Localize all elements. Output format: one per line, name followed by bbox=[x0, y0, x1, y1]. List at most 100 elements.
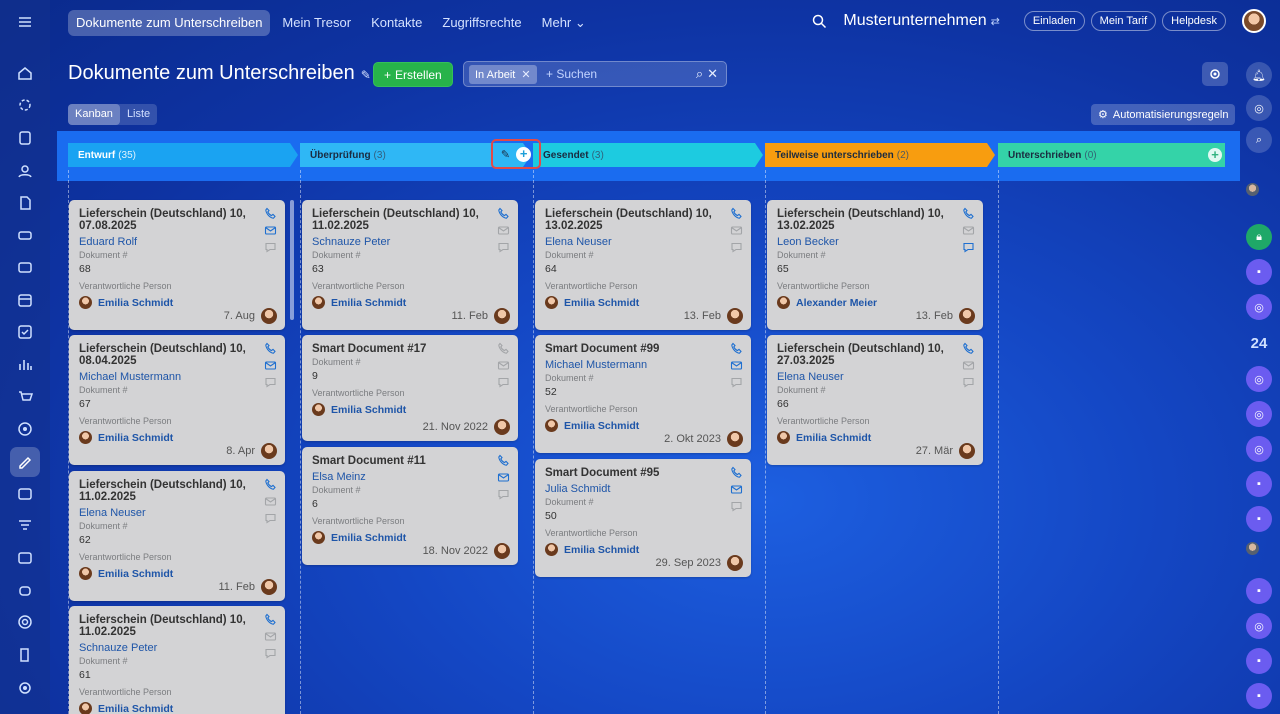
chat-icon[interactable] bbox=[263, 376, 277, 389]
mail-icon[interactable] bbox=[496, 471, 510, 484]
kanban-card[interactable]: Lieferschein (Deutschland) 10, 13.02.202… bbox=[535, 200, 751, 330]
mail-icon[interactable] bbox=[729, 359, 743, 372]
mail-icon[interactable] bbox=[496, 359, 510, 372]
chat-icon[interactable] bbox=[729, 241, 743, 254]
chat-avatar-icon[interactable]: ▪ bbox=[1246, 259, 1272, 285]
card-client[interactable]: Schnauze Peter bbox=[79, 642, 158, 654]
responsible-person[interactable]: Emilia Schmidt bbox=[796, 431, 872, 444]
kanban-card[interactable]: Smart Document #17 Dokument # 9 Verantwortl… bbox=[302, 335, 518, 441]
chat-icon[interactable] bbox=[496, 241, 510, 254]
mail-icon[interactable] bbox=[263, 359, 277, 372]
analytics-icon[interactable] bbox=[13, 352, 37, 376]
search-input[interactable]: + Suchen bbox=[546, 67, 598, 81]
chat-avatar-icon[interactable]: ▪ bbox=[1246, 506, 1272, 532]
phone-icon[interactable] bbox=[263, 613, 277, 626]
responsible-person[interactable]: Emilia Schmidt bbox=[331, 296, 407, 309]
card-title[interactable]: Smart Document #17 bbox=[312, 343, 427, 355]
card-client[interactable]: Leon Becker bbox=[777, 236, 839, 248]
shop-icon[interactable] bbox=[13, 385, 37, 409]
mail-icon[interactable] bbox=[263, 495, 277, 508]
pin-icon[interactable]: ✎ bbox=[360, 68, 371, 82]
phone-icon[interactable] bbox=[729, 466, 743, 479]
card-title[interactable]: Lieferschein (Deutschland) 10, 07.08.202… bbox=[79, 208, 246, 232]
kanban-card[interactable]: Lieferschein (Deutschland) 10, 13.02.202… bbox=[767, 200, 983, 330]
search-chat-icon[interactable]: ⌕ bbox=[1246, 127, 1272, 153]
helpdesk-button[interactable]: Helpdesk bbox=[1162, 11, 1226, 31]
card-client[interactable]: Elena Neuser bbox=[777, 371, 844, 383]
card-title[interactable]: Lieferschein (Deutschland) 10, 11.02.202… bbox=[79, 614, 246, 638]
home-icon[interactable] bbox=[13, 61, 37, 85]
column-header-sent[interactable]: Gesendet (3) bbox=[543, 149, 604, 161]
store-icon[interactable] bbox=[13, 481, 37, 505]
column-scrollbar[interactable] bbox=[290, 200, 294, 320]
card-title[interactable]: Lieferschein (Deutschland) 10, 27.03.202… bbox=[777, 343, 944, 367]
nav-item-access[interactable]: Zugriffsrechte bbox=[442, 15, 522, 30]
search-icon[interactable]: ⌕ bbox=[695, 66, 704, 81]
column-header-review[interactable]: Überprüfung (3) bbox=[310, 149, 386, 161]
mail-icon[interactable] bbox=[729, 224, 743, 237]
menu-icon[interactable] bbox=[13, 10, 37, 34]
card-client[interactable]: Elsa Meinz bbox=[312, 471, 366, 483]
responsible-person[interactable]: Emilia Schmidt bbox=[564, 419, 640, 432]
user-avatar[interactable] bbox=[1242, 9, 1266, 33]
nav-item-documents[interactable]: Dokumente zum Unterschreiben bbox=[68, 10, 271, 36]
mail-icon[interactable] bbox=[961, 224, 975, 237]
phone-icon[interactable] bbox=[729, 342, 743, 355]
kanban-card[interactable]: Smart Document #95 Julia Schmidt Dokument … bbox=[535, 459, 751, 577]
kanban-card[interactable]: Lieferschein (Deutschland) 10, 08.04.202… bbox=[69, 335, 285, 465]
settings-icon[interactable] bbox=[13, 676, 37, 700]
responsible-person[interactable]: Emilia Schmidt bbox=[331, 403, 407, 416]
phone-icon[interactable] bbox=[263, 342, 277, 355]
chat-icon[interactable] bbox=[263, 241, 277, 254]
mail-icon[interactable] bbox=[961, 359, 975, 372]
responsible-person[interactable]: Emilia Schmidt bbox=[98, 431, 174, 444]
chat-icon[interactable] bbox=[496, 488, 510, 501]
card-client[interactable]: Elena Neuser bbox=[79, 507, 146, 519]
add-column-plus-icon[interactable]: + bbox=[516, 146, 532, 162]
contact-avatar[interactable] bbox=[1246, 542, 1259, 555]
channel-icon[interactable]: ◎ bbox=[1246, 436, 1272, 462]
channel-icon[interactable]: ◎ bbox=[1246, 613, 1272, 639]
card-client[interactable]: Michael Mustermann bbox=[79, 371, 182, 383]
kanban-card[interactable]: Lieferschein (Deutschland) 10, 11.02.202… bbox=[69, 606, 285, 714]
card-client[interactable]: Julia Schmidt bbox=[545, 483, 611, 495]
responsible-person[interactable]: Emilia Schmidt bbox=[98, 296, 174, 309]
export-icon[interactable] bbox=[13, 643, 37, 667]
create-button[interactable]: + Erstellen bbox=[373, 62, 453, 87]
mail-icon[interactable] bbox=[729, 483, 743, 496]
contact-avatar[interactable] bbox=[1246, 183, 1259, 196]
robot-icon[interactable] bbox=[13, 578, 37, 602]
close-icon[interactable]: ✕ bbox=[521, 69, 531, 81]
clear-icon[interactable]: ✕ bbox=[707, 66, 718, 81]
contacts-icon[interactable] bbox=[13, 159, 37, 183]
nav-item-more[interactable]: Mehr ⌄ bbox=[541, 15, 586, 30]
kanban-card[interactable]: Smart Document #11 Elsa Meinz Dokument # 6 V… bbox=[302, 447, 518, 565]
inbox-icon[interactable] bbox=[13, 223, 37, 247]
chat-avatar-icon[interactable]: ▪ bbox=[1246, 648, 1272, 674]
view-list-tab[interactable]: Liste bbox=[126, 108, 151, 120]
mail-icon[interactable] bbox=[263, 630, 277, 643]
column-header-signed[interactable]: Unterschrieben (0) bbox=[1008, 149, 1097, 161]
kanban-card[interactable]: Lieferschein (Deutschland) 10, 11.02.202… bbox=[69, 471, 285, 601]
responsible-person[interactable]: Emilia Schmidt bbox=[564, 543, 640, 556]
card-title[interactable]: Smart Document #99 bbox=[545, 343, 660, 355]
document-icon[interactable] bbox=[13, 191, 37, 215]
phone-icon[interactable] bbox=[263, 478, 277, 491]
settings-button[interactable] bbox=[1202, 62, 1228, 86]
responsible-person[interactable]: Emilia Schmidt bbox=[98, 702, 174, 714]
card-title[interactable]: Lieferschein (Deutschland) 10, 13.02.202… bbox=[545, 208, 712, 232]
card-title[interactable]: Smart Document #95 bbox=[545, 467, 660, 479]
channel-icon[interactable]: ◎ bbox=[1246, 294, 1272, 320]
chat-icon[interactable] bbox=[729, 376, 743, 389]
invite-button[interactable]: Einladen bbox=[1023, 11, 1085, 31]
card-client[interactable]: Elena Neuser bbox=[545, 236, 612, 248]
lock-icon[interactable]: 🔒︎ bbox=[1246, 224, 1272, 250]
calendar-icon[interactable] bbox=[13, 288, 37, 312]
chat-avatar-icon[interactable]: ▪ bbox=[1246, 578, 1272, 604]
kanban-card[interactable]: Lieferschein (Deutschland) 10, 07.08.202… bbox=[69, 200, 285, 330]
filter-icon[interactable] bbox=[13, 513, 37, 537]
kanban-card[interactable]: Lieferschein (Deutschland) 10, 27.03.202… bbox=[767, 335, 983, 465]
kanban-card[interactable]: Smart Document #99 Michael Mustermann Doku… bbox=[535, 335, 751, 453]
support-icon[interactable] bbox=[13, 610, 37, 634]
phone-icon[interactable] bbox=[263, 207, 277, 220]
